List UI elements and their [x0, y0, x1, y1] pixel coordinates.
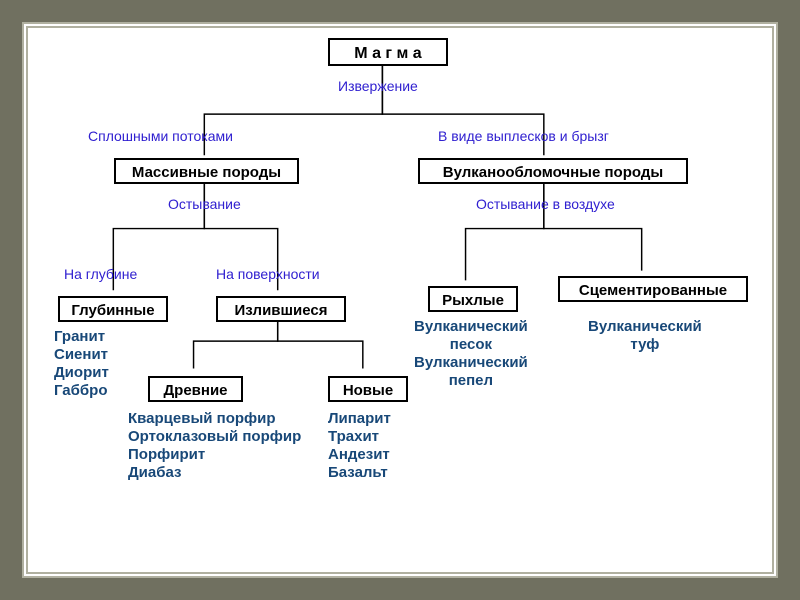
tree-node-magma: М а г м а: [328, 38, 448, 66]
tree-node-massive: Массивные породы: [114, 158, 299, 184]
examples-cement: Вулканическийтуф: [588, 318, 702, 354]
tree-node-eff: Излившиеся: [216, 296, 346, 322]
tree-node-cement: Сцементированные: [558, 276, 748, 302]
examples-old: Кварцевый порфирОртоклазовый порфирПорфи…: [128, 410, 301, 482]
edge-label: Остывание в воздухе: [476, 196, 615, 212]
edge-label: Извержение: [338, 78, 418, 94]
examples-new: ЛипаритТрахитАндезитБазальт: [328, 410, 391, 482]
edge-label: Остывание: [168, 196, 241, 212]
tree-node-pyroc: Вулканообломочные породы: [418, 158, 688, 184]
tree-node-old: Древние: [148, 376, 243, 402]
branch-label: На глубине: [64, 266, 137, 282]
examples-deep: ГранитСиенитДиоритГаббро: [54, 328, 109, 400]
tree-node-new: Новые: [328, 376, 408, 402]
tree-node-deep: Глубинные: [58, 296, 168, 322]
branch-label: В виде выплесков и брызг: [438, 128, 609, 144]
diagram-canvas: Извержение Остывание Остывание в воздухе Сп…: [22, 22, 778, 578]
examples-loose: ВулканическийпесокВулканическийпепел: [414, 318, 528, 390]
branch-label: На поверхности: [216, 266, 320, 282]
branch-label: Сплошными потоками: [88, 128, 233, 144]
slide-outer: Извержение Остывание Остывание в воздухе Сп…: [0, 0, 800, 600]
tree-node-loose: Рыхлые: [428, 286, 518, 312]
